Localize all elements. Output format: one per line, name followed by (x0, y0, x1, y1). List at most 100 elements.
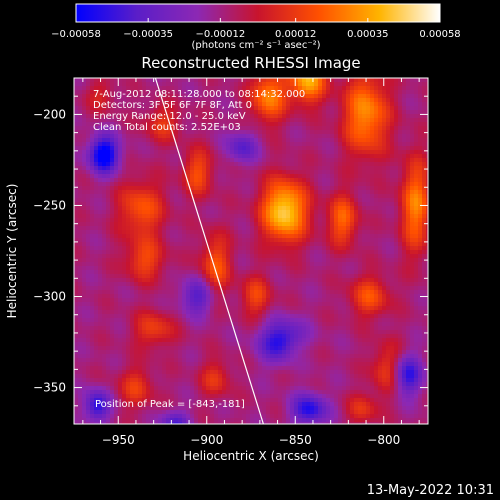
heatmap-cell (106, 206, 111, 211)
heatmap-cell (86, 278, 91, 283)
heatmap-cell (278, 286, 283, 291)
heatmap-cell (142, 114, 147, 119)
heatmap-cell (146, 118, 151, 123)
heatmap-cell (254, 198, 259, 203)
heatmap-cell (258, 138, 263, 143)
heatmap-cell (314, 110, 319, 115)
heatmap-cell (126, 126, 131, 131)
heatmap-cell (198, 158, 203, 163)
heatmap-cell (326, 114, 331, 119)
heatmap-cell (126, 250, 131, 255)
heatmap-cell (374, 270, 379, 275)
chart-title: Reconstructed RHESSI Image (141, 54, 360, 72)
heatmap-cell (282, 90, 287, 95)
heatmap-cell (142, 210, 147, 215)
heatmap-cell (354, 110, 359, 115)
heatmap-cell (262, 242, 267, 247)
heatmap-cell (382, 86, 387, 91)
heatmap-cell (130, 126, 135, 131)
heatmap-cell (210, 186, 215, 191)
heatmap-cell (266, 246, 271, 251)
heatmap-cell (418, 186, 423, 191)
heatmap-cell (198, 282, 203, 287)
heatmap-cell (194, 230, 199, 235)
heatmap-cell (334, 270, 339, 275)
heatmap-cell (90, 202, 95, 207)
heatmap-cell (130, 250, 135, 255)
heatmap-cell (362, 254, 367, 259)
heatmap-cell (338, 174, 343, 179)
heatmap-cell (270, 174, 275, 179)
heatmap-cell (326, 86, 331, 91)
heatmap-cell (370, 182, 375, 187)
heatmap-cell (202, 122, 207, 127)
heatmap-cell (130, 162, 135, 167)
heatmap-cell (298, 294, 303, 299)
heatmap-cell (170, 158, 175, 163)
heatmap-cell (394, 278, 399, 283)
heatmap-cell (118, 138, 123, 143)
heatmap-cell (194, 106, 199, 111)
heatmap-cell (390, 90, 395, 95)
heatmap-cell (338, 230, 343, 235)
heatmap-cell (74, 290, 79, 295)
heatmap-cell (210, 154, 215, 159)
heatmap-cell (86, 82, 91, 87)
heatmap-cell (278, 174, 283, 179)
heatmap-cell (262, 274, 267, 279)
heatmap-cell (194, 198, 199, 203)
heatmap-cell (186, 166, 191, 171)
heatmap-cell (186, 142, 191, 147)
heatmap-cell (150, 270, 155, 275)
heatmap-cell (162, 218, 167, 223)
heatmap-cell (122, 198, 127, 203)
heatmap-cell (170, 218, 175, 223)
heatmap-cell (402, 262, 407, 267)
heatmap-cell (266, 262, 271, 267)
heatmap-cell (410, 250, 415, 255)
heatmap-cell (266, 238, 271, 243)
heatmap-cell (266, 274, 271, 279)
heatmap-cell (278, 170, 283, 175)
heatmap-cell (294, 98, 299, 103)
heatmap-cell (142, 274, 147, 279)
heatmap-cell (346, 246, 351, 251)
heatmap-cell (414, 210, 419, 215)
heatmap-cell (178, 110, 183, 115)
heatmap-cell (90, 282, 95, 287)
heatmap-cell (194, 174, 199, 179)
heatmap-cell (154, 294, 159, 299)
heatmap-cell (394, 270, 399, 275)
heatmap-cell (126, 182, 131, 187)
heatmap-cell (106, 198, 111, 203)
heatmap-cell (294, 294, 299, 299)
heatmap-cell (242, 194, 247, 199)
heatmap-cell (78, 106, 83, 111)
heatmap-cell (418, 118, 423, 123)
heatmap-cell (230, 166, 235, 171)
heatmap-cell (198, 94, 203, 99)
heatmap-cell (330, 202, 335, 207)
heatmap-cell (402, 138, 407, 143)
heatmap-cell (238, 254, 243, 259)
heatmap-cell (358, 170, 363, 175)
heatmap-cell (374, 250, 379, 255)
heatmap-cell (342, 166, 347, 171)
heatmap-cell (346, 86, 351, 91)
heatmap-cell (318, 170, 323, 175)
heatmap-cell (402, 218, 407, 223)
heatmap-cell (346, 110, 351, 115)
heatmap-cell (322, 210, 327, 215)
heatmap-cell (358, 106, 363, 111)
heatmap-cell (150, 158, 155, 163)
heatmap-cell (154, 230, 159, 235)
heatmap-cell (406, 250, 411, 255)
heatmap-cell (158, 218, 163, 223)
heatmap-cell (310, 138, 315, 143)
heatmap-cell (106, 234, 111, 239)
heatmap-cell (174, 190, 179, 195)
heatmap-cell (258, 170, 263, 175)
heatmap-cell (118, 158, 123, 163)
heatmap-cell (114, 182, 119, 187)
heatmap-cell (74, 90, 79, 95)
